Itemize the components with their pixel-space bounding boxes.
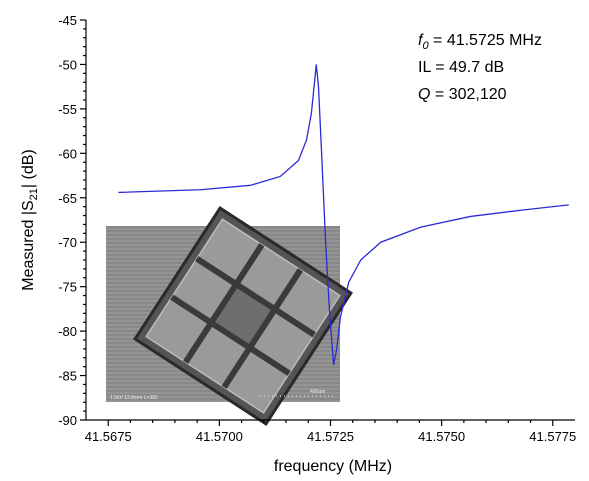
y-tick-label: -50 [58, 57, 77, 72]
y-tick-label: -80 [58, 324, 77, 339]
annotation-part: = 302,120 [430, 86, 506, 103]
inset-label: 400um [310, 389, 325, 395]
x-tick-label: 41.5700 [196, 429, 243, 444]
annotation-part: Q [418, 86, 430, 103]
y-tick-label: -45 [58, 13, 77, 28]
annotation: Q = 302,120 [418, 86, 507, 103]
inset-photo: 1.5kV 12.8mm L×350 400um [106, 206, 353, 426]
annotation: IL = 49.7 dB [418, 59, 504, 76]
x-tick-label: 41.5750 [418, 429, 465, 444]
y-tick-label: -70 [58, 235, 77, 250]
y-tick-label: -65 [58, 191, 77, 206]
y-tick-label: -60 [58, 146, 77, 161]
y-tick-label: -55 [58, 102, 77, 117]
x-axis-title: frequency (MHz) [274, 458, 392, 475]
y-title-part: Measured |S [20, 200, 37, 290]
y-tick-label: -90 [58, 413, 77, 428]
annotation: f0 = 41.5725 MHz [418, 32, 542, 52]
y-title-part: | (dB) [20, 149, 37, 188]
y-tick-label: -85 [58, 369, 77, 384]
inset-label: 1.5kV 12.8mm L×350 [110, 395, 158, 401]
y-title-sub: 21 [28, 188, 40, 200]
y-axis-title: Measured |S21| (dB) [20, 149, 40, 291]
x-tick-label: 41.5675 [85, 429, 132, 444]
data-line [118, 64, 569, 366]
annotation-sub: 0 [422, 40, 429, 52]
x-tick-label: 41.5725 [307, 429, 354, 444]
annotation-part: = 41.5725 MHz [429, 32, 542, 49]
annotation-part: f [418, 32, 424, 49]
y-tick-label: -75 [58, 280, 77, 295]
x-tick-label: 41.5775 [529, 429, 576, 444]
